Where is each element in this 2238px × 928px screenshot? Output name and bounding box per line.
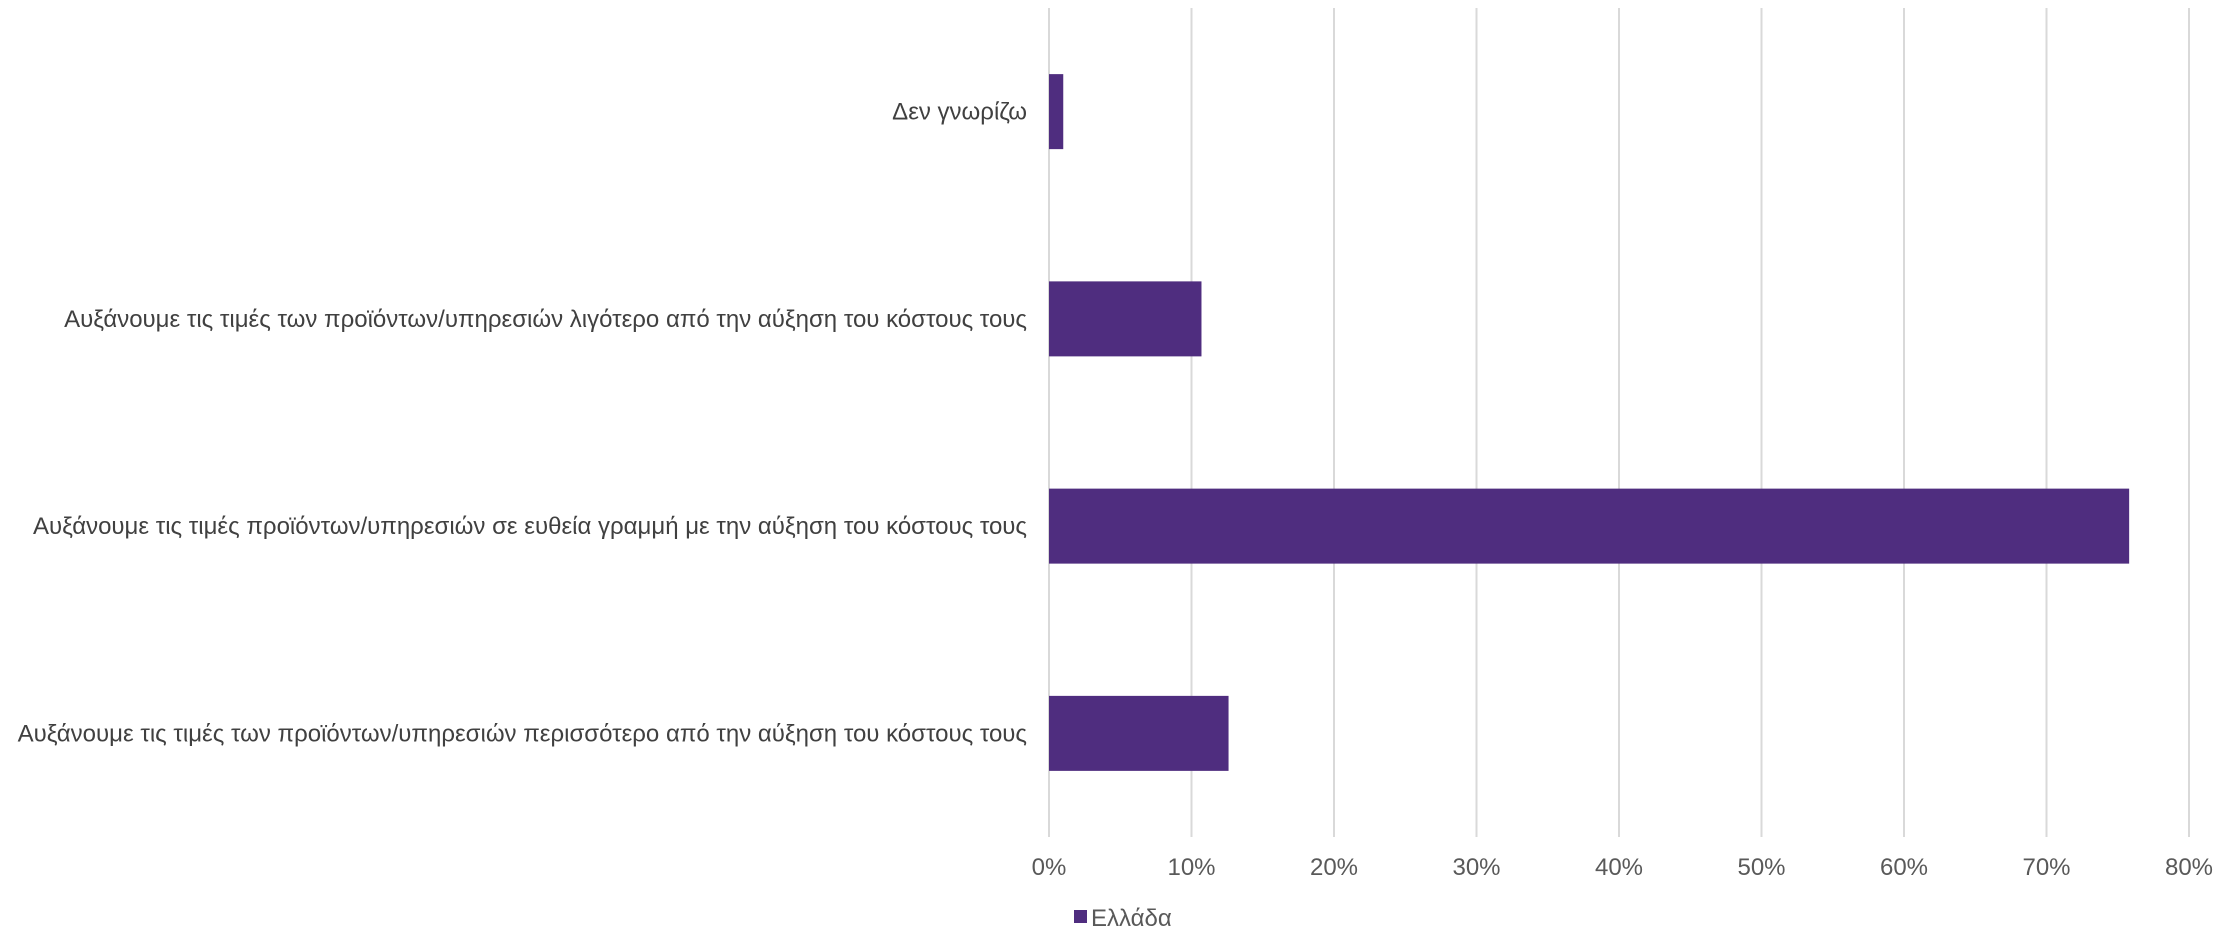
legend-label: Ελλάδα bbox=[1091, 905, 1172, 928]
x-tick-label: 80% bbox=[2165, 854, 2213, 881]
bars bbox=[1049, 74, 2130, 771]
legend-swatch bbox=[1074, 910, 1087, 923]
category-label: Δεν γνωρίζω bbox=[892, 99, 1027, 126]
category-label: Αυξάνουμε τις τιμές προϊόντων/υπηρεσιών … bbox=[33, 513, 1027, 540]
bar bbox=[1049, 695, 1229, 771]
x-tick-label: 10% bbox=[1167, 854, 1215, 881]
x-tick-label: 0% bbox=[1032, 854, 1067, 881]
x-tick-label: 40% bbox=[1595, 854, 1643, 881]
legend: Ελλάδα bbox=[1074, 905, 1172, 928]
x-tick-label: 70% bbox=[2022, 854, 2070, 881]
x-axis-tick-labels: 0% 10% 20% 30% 40% 50% 60% 70% 80% bbox=[1032, 854, 2213, 881]
x-tick-label: 60% bbox=[1880, 854, 1928, 881]
bar bbox=[1049, 488, 2130, 564]
category-labels: Δεν γνωρίζω Αυξάνουμε τις τιμές των προϊό… bbox=[18, 99, 1027, 748]
bar bbox=[1049, 281, 1202, 357]
category-label: Αυξάνουμε τις τιμές των προϊόντων/υπηρεσ… bbox=[18, 720, 1027, 747]
bar bbox=[1049, 74, 1064, 150]
x-tick-label: 50% bbox=[1737, 854, 1785, 881]
category-label: Αυξάνουμε τις τιμές των προϊόντων/υπηρεσ… bbox=[64, 306, 1027, 333]
x-tick-label: 30% bbox=[1452, 854, 1500, 881]
gridlines bbox=[1048, 8, 2190, 837]
x-tick-label: 20% bbox=[1310, 854, 1358, 881]
